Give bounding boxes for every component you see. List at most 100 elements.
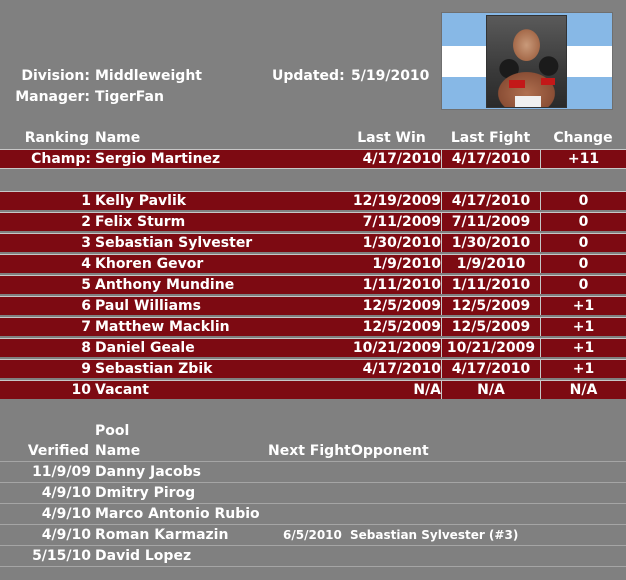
col-header-pool: Pool (95, 423, 130, 439)
pool-boxer-name: Marco Antonio Rubio (95, 506, 260, 522)
rank-change: +1 (540, 297, 626, 315)
boxing-glove-right (541, 78, 555, 85)
last-fight: 1/9/2010 (441, 255, 540, 273)
boxing-glove-left (509, 80, 525, 88)
boxer-name: Sebastian Zbik (95, 361, 213, 377)
verified-date: 4/9/10 (41, 506, 91, 522)
last-win: 1/30/2010 (362, 235, 441, 251)
boxer-name: Paul Williams (95, 298, 201, 314)
rank-number: 6 (81, 298, 91, 314)
rank-number: 3 (81, 235, 91, 251)
last-fight: 10/21/2009 (441, 339, 540, 357)
last-win: N/A (413, 382, 441, 398)
ranking-row: 1 Kelly Pavlik 12/19/2009 4/17/2010 0 (0, 191, 626, 210)
rank-change: 0 (540, 255, 626, 273)
ranking-row: 7 Matthew Macklin 12/5/2009 12/5/2009 +1 (0, 317, 626, 336)
division-label: Division: (21, 68, 90, 84)
manager-label: Manager: (15, 89, 90, 105)
last-win: 10/21/2009 (352, 340, 441, 356)
rank-number: 10 (71, 382, 91, 398)
ranking-row: 2 Felix Sturm 7/11/2009 7/11/2009 0 (0, 212, 626, 231)
verified-date: 4/9/10 (41, 485, 91, 501)
ranking-row: 10 Vacant N/A N/A N/A (0, 380, 626, 399)
rank-number: 1 (81, 193, 91, 209)
pool-row: 11/9/09 Danny Jacobs (0, 461, 626, 482)
last-fight: N/A (441, 381, 540, 399)
verified-date: 4/9/10 (41, 527, 91, 543)
ranking-row: 6 Paul Williams 12/5/2009 12/5/2009 +1 (0, 296, 626, 315)
col-header-verified: Verified (27, 443, 89, 459)
boxer-name: Anthony Mundine (95, 277, 235, 293)
champ-rank: Champ: (31, 151, 91, 167)
col-header-change: Change (553, 130, 613, 146)
last-win: 12/19/2009 (352, 193, 441, 209)
divider (0, 566, 626, 567)
col-header-next-fight: Next Fight (268, 443, 351, 459)
last-fight: 4/17/2010 (441, 360, 540, 378)
rank-change: 0 (540, 276, 626, 294)
rank-change: +1 (540, 318, 626, 336)
boxer-name: Daniel Geale (95, 340, 195, 356)
last-win: 7/11/2009 (362, 214, 441, 230)
ranking-row: 4 Khoren Gevor 1/9/2010 1/9/2010 0 (0, 254, 626, 273)
divider (0, 168, 626, 169)
last-win: 1/11/2010 (362, 277, 441, 293)
rank-number: 5 (81, 277, 91, 293)
rank-number: 7 (81, 319, 91, 335)
rank-number: 9 (81, 361, 91, 377)
updated-label: Updated: (272, 68, 345, 84)
rank-change: N/A (540, 381, 626, 399)
last-fight: 12/5/2009 (441, 297, 540, 315)
last-win: 4/17/2010 (362, 361, 441, 377)
last-win: 12/5/2009 (362, 298, 441, 314)
col-header-ranking: Ranking (24, 130, 89, 146)
ranking-row: 3 Sebastian Sylvester 1/30/2010 1/30/201… (0, 233, 626, 252)
rank-change: 0 (540, 192, 626, 210)
verified-date: 11/9/09 (32, 464, 91, 480)
col-header-last-fight: Last Fight (450, 130, 531, 146)
boxer-photo (486, 15, 567, 108)
ranking-row: 5 Anthony Mundine 1/11/2010 1/11/2010 0 (0, 275, 626, 294)
boxer-name: Felix Sturm (95, 214, 186, 230)
champ-last-win: 4/17/2010 (362, 151, 441, 167)
rank-number: 2 (81, 214, 91, 230)
ranking-row: 8 Daniel Geale 10/21/2009 10/21/2009 +1 (0, 338, 626, 357)
pool-boxer-name: Danny Jacobs (95, 464, 201, 480)
manager-value: TigerFan (95, 89, 164, 105)
pool-boxer-name: David Lopez (95, 548, 192, 564)
last-win: 1/9/2010 (372, 256, 441, 272)
ranking-row: 9 Sebastian Zbik 4/17/2010 4/17/2010 +1 (0, 359, 626, 378)
col-header-last-win: Last Win (357, 130, 426, 146)
pool-boxer-name: Roman Karmazin (95, 527, 229, 543)
champ-last-fight: 4/17/2010 (441, 150, 540, 168)
boxer-name: Kelly Pavlik (95, 193, 187, 209)
rank-change: +1 (540, 339, 626, 357)
pool-boxer-name: Dmitry Pirog (95, 485, 196, 501)
champ-change: +11 (540, 150, 626, 168)
argentina-flag (441, 12, 613, 110)
pool-row: 4/9/10 Roman Karmazin 6/5/2010 Sebastian… (0, 524, 626, 545)
boxer-name: Vacant (95, 382, 149, 398)
col-header-pool-name: Name (95, 443, 141, 459)
pool-row: 4/9/10 Marco Antonio Rubio (0, 503, 626, 524)
col-header-name: Name (95, 130, 141, 146)
pool-row: 4/9/10 Dmitry Pirog (0, 482, 626, 503)
champ-row: Champ: Sergio Martinez 4/17/2010 4/17/20… (0, 149, 626, 168)
champ-name: Sergio Martinez (95, 151, 221, 167)
boxing-trunks (515, 96, 541, 107)
boxer-name: Matthew Macklin (95, 319, 230, 335)
rank-number: 8 (81, 340, 91, 356)
division-value: Middleweight (95, 68, 202, 84)
boxer-name: Khoren Gevor (95, 256, 204, 272)
last-fight: 4/17/2010 (441, 192, 540, 210)
rank-change: 0 (540, 234, 626, 252)
last-fight: 1/30/2010 (441, 234, 540, 252)
boxer-name: Sebastian Sylvester (95, 235, 253, 251)
last-fight: 1/11/2010 (441, 276, 540, 294)
verified-date: 5/15/10 (32, 548, 91, 564)
rank-number: 4 (81, 256, 91, 272)
last-fight: 7/11/2009 (441, 213, 540, 231)
opponent: Sebastian Sylvester (#3) (350, 528, 519, 542)
col-header-opponent: Opponent (351, 443, 429, 459)
next-fight-date: 6/5/2010 (283, 528, 342, 542)
